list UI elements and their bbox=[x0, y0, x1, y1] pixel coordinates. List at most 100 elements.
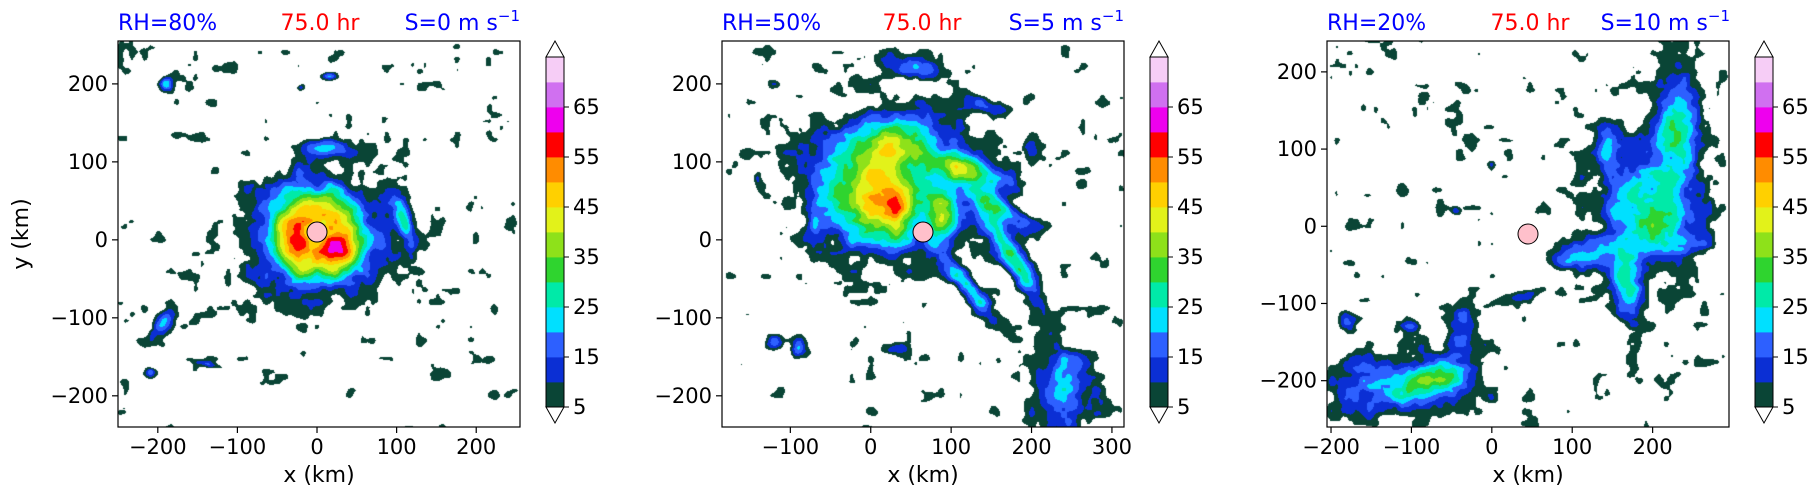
panel-2-title-right-main: S=5 m s bbox=[1009, 11, 1102, 36]
panel-1: RH=80% 75.0 hr S=0 m s−1 −200 −100 0 100 200… bbox=[9, 7, 521, 488]
panel-1-xtick-label: −200 bbox=[129, 435, 187, 459]
colorbar-tick-label: 25 bbox=[573, 295, 600, 319]
colorbar-frame bbox=[545, 56, 565, 408]
panel-1-storm-center-marker bbox=[306, 221, 328, 243]
panel-1-title-center: 75.0 hr bbox=[281, 11, 361, 36]
panel-1-xtick-label: 200 bbox=[456, 435, 496, 459]
colorbar-extend-max bbox=[1149, 39, 1169, 58]
colorbar-tick-label: 15 bbox=[1782, 345, 1809, 369]
colorbar-bin bbox=[1755, 107, 1773, 133]
panel-3-title-center: 75.0 hr bbox=[1491, 11, 1571, 36]
panel-2-ytick-label: −100 bbox=[654, 306, 712, 330]
colorbar-bin bbox=[546, 207, 564, 233]
panel-3-title-right-main: S=10 m s bbox=[1601, 11, 1708, 36]
colorbar-frame bbox=[1149, 56, 1169, 408]
panel-3-axis-ticks: −200 −100 0 100 200 −200 −100 0 100 200 bbox=[1259, 60, 1672, 459]
colorbar-bin bbox=[546, 332, 564, 358]
panel-2-storm-center-marker bbox=[912, 221, 934, 243]
colorbar-bin bbox=[546, 232, 564, 258]
colorbar-tick-label: 25 bbox=[1177, 295, 1204, 319]
panel-2-ytick-label: 100 bbox=[672, 150, 712, 174]
colorbar-bin bbox=[1150, 257, 1168, 283]
colorbar-bin bbox=[1150, 132, 1168, 158]
panel-1-ytick-label: 0 bbox=[95, 228, 108, 252]
panel-1-ytick-label: −200 bbox=[50, 384, 108, 408]
colorbar-bin bbox=[1150, 157, 1168, 183]
panel-3-ytick-label: −200 bbox=[1259, 369, 1317, 393]
colorbar-bin bbox=[546, 382, 564, 408]
colorbar-bin bbox=[546, 107, 564, 133]
colorbars: 5 15 25 35 45 55 65 5 15 25 35 45 55 65 5 15 25 35 45 55 65 bbox=[545, 39, 1809, 425]
panel-2: RH=50% 75.0 hr S=5 m s−1 −100 0 100 200 300−… bbox=[654, 7, 1132, 488]
panel-3-xtick-label: −100 bbox=[1383, 435, 1441, 459]
colorbar-2: 5 15 25 35 45 55 65 bbox=[1149, 39, 1204, 425]
panel-3-plot-area: −200 −100 0 100 200 −200 −100 0 100 200 bbox=[1259, 40, 1730, 459]
colorbar-bin bbox=[1755, 332, 1773, 358]
panel-3-ytick-label: 100 bbox=[1277, 137, 1317, 161]
panel-1-title-left: RH=80% bbox=[118, 11, 217, 36]
panel-1-xtick-label: −100 bbox=[209, 435, 267, 459]
colorbar-bin bbox=[1755, 257, 1773, 283]
colorbar-extend-max bbox=[545, 39, 565, 58]
colorbar-bin bbox=[1150, 357, 1168, 383]
panel-1-ytick-label: 100 bbox=[68, 150, 108, 174]
colorbar-tick-label: 35 bbox=[1177, 245, 1204, 269]
panel-3-xtick-label: 100 bbox=[1552, 435, 1592, 459]
panel-2-title-right-sup: −1 bbox=[1102, 7, 1124, 25]
colorbar-bin bbox=[1755, 207, 1773, 233]
panel-2-xtick-label: 200 bbox=[1011, 435, 1051, 459]
colorbar-tick-label: 55 bbox=[573, 145, 600, 169]
panel-1-title-right-sup: −1 bbox=[498, 7, 520, 25]
colorbar-tick-label: 65 bbox=[1177, 95, 1204, 119]
panel-1-title-right: S=0 m s−1 bbox=[405, 7, 520, 36]
colorbar-tick-label: 55 bbox=[1177, 145, 1204, 169]
colorbar-bin bbox=[1755, 57, 1773, 83]
colorbar-bin bbox=[546, 257, 564, 283]
panel-3-title-left: RH=20% bbox=[1327, 11, 1426, 36]
colorbar-tick-label: 65 bbox=[1782, 95, 1809, 119]
panel-1-title-right-main: S=0 m s bbox=[405, 11, 498, 36]
panel-3-ytick-label: −100 bbox=[1259, 291, 1317, 315]
panel-3-title-right-sup: −1 bbox=[1708, 7, 1730, 25]
panel-1-xtick-label: 100 bbox=[377, 435, 417, 459]
colorbar-bin bbox=[1755, 307, 1773, 333]
panel-3-xtick-label: 200 bbox=[1633, 435, 1673, 459]
colorbar-bin bbox=[1150, 332, 1168, 358]
colorbar-tick-label: 45 bbox=[1177, 195, 1204, 219]
colorbar-bin bbox=[1755, 132, 1773, 158]
panel-1-ytick-label: 200 bbox=[68, 72, 108, 96]
colorbar-bin bbox=[1755, 82, 1773, 108]
panel-3-ytick-label: 200 bbox=[1277, 60, 1317, 84]
colorbar-1: 5 15 25 35 45 55 65 bbox=[545, 39, 600, 425]
panel-3-xtick-label: 0 bbox=[1485, 435, 1498, 459]
colorbar-bin bbox=[1150, 232, 1168, 258]
colorbar-bin bbox=[1150, 82, 1168, 108]
colorbar-tick-label: 45 bbox=[573, 195, 600, 219]
panel-2-ytick-label: 0 bbox=[699, 228, 712, 252]
colorbar-bin bbox=[1150, 182, 1168, 208]
colorbar-tick-label: 5 bbox=[1782, 395, 1795, 419]
colorbar-bin bbox=[1755, 282, 1773, 308]
panel-1-plot-area: −200 −100 0 100 200 −200 −100 0 100 200 bbox=[50, 40, 521, 459]
colorbar-tick-label: 55 bbox=[1782, 145, 1809, 169]
panel-2-xlabel: x (km) bbox=[887, 463, 958, 488]
panel-1-ytick-label: −100 bbox=[50, 306, 108, 330]
panel-1-xlabel: x (km) bbox=[283, 463, 354, 488]
panel-3-xlabel: x (km) bbox=[1492, 463, 1563, 488]
colorbar-extend-min bbox=[1754, 406, 1774, 425]
panel-2-xtick-label: 300 bbox=[1092, 435, 1132, 459]
panel-2-title-right: S=5 m s−1 bbox=[1009, 7, 1124, 36]
panel-3-storm-center-marker bbox=[1517, 223, 1539, 245]
colorbar-bin bbox=[546, 82, 564, 108]
panel-3-ytick-label: 0 bbox=[1304, 214, 1317, 238]
panel-1-axis-ticks: −200 −100 0 100 200 −200 −100 0 100 200 bbox=[50, 72, 496, 459]
colorbar-tick-label: 65 bbox=[573, 95, 600, 119]
colorbar-tick-label: 15 bbox=[573, 345, 600, 369]
colorbar-bin bbox=[1150, 282, 1168, 308]
colorbar-bin bbox=[546, 357, 564, 383]
colorbar-3: 5 15 25 35 45 55 65 bbox=[1754, 39, 1809, 425]
colorbar-extend-min bbox=[545, 406, 565, 425]
colorbar-bin bbox=[1150, 307, 1168, 333]
panel-3-xtick-label: −200 bbox=[1302, 435, 1360, 459]
